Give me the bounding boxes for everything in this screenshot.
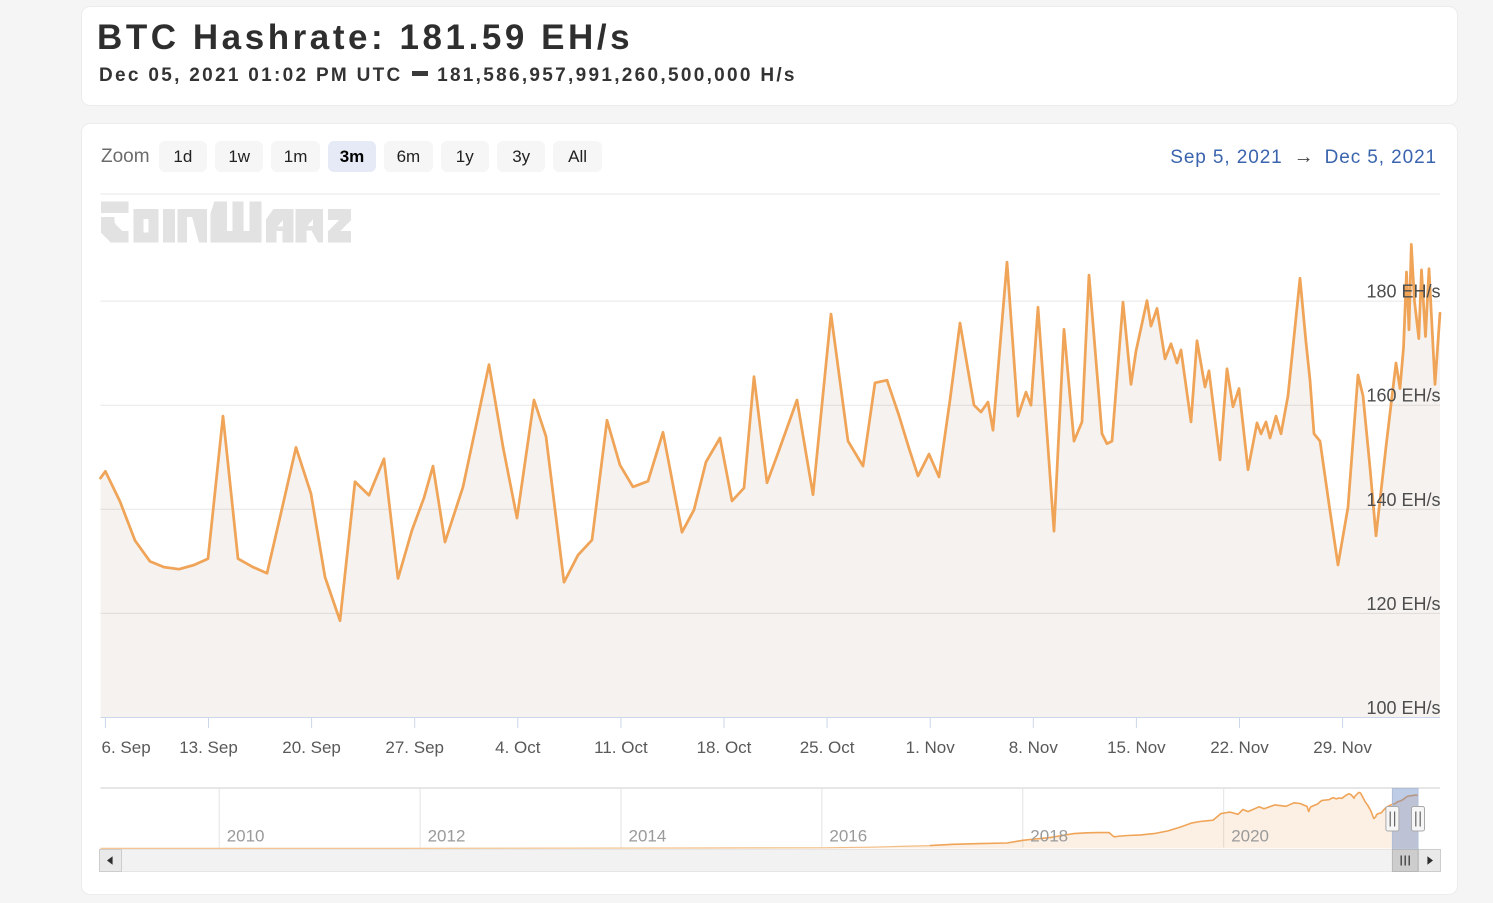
svg-text:29. Nov: 29. Nov: [1313, 738, 1372, 757]
svg-text:20. Sep: 20. Sep: [282, 738, 341, 757]
svg-text:1. Nov: 1. Nov: [906, 738, 956, 757]
svg-text:2020: 2020: [1231, 827, 1269, 846]
svg-text:2016: 2016: [829, 827, 867, 846]
svg-text:6. Sep: 6. Sep: [102, 738, 151, 757]
svg-text:2010: 2010: [227, 827, 265, 846]
svg-text:120 EH/s: 120 EH/s: [1366, 594, 1440, 614]
svg-text:8. Nov: 8. Nov: [1009, 738, 1059, 757]
svg-text:160 EH/s: 160 EH/s: [1366, 386, 1440, 406]
svg-text:15. Nov: 15. Nov: [1107, 738, 1166, 757]
svg-text:2018: 2018: [1030, 827, 1068, 846]
svg-text:13. Sep: 13. Sep: [179, 738, 238, 757]
svg-text:140 EH/s: 140 EH/s: [1366, 490, 1440, 510]
svg-text:2012: 2012: [428, 827, 466, 846]
svg-text:100 EH/s: 100 EH/s: [1366, 698, 1440, 718]
svg-text:27. Sep: 27. Sep: [385, 738, 444, 757]
svg-text:11. Oct: 11. Oct: [594, 738, 648, 757]
svg-text:22. Nov: 22. Nov: [1210, 738, 1269, 757]
svg-text:2014: 2014: [629, 827, 667, 846]
svg-text:25. Oct: 25. Oct: [800, 738, 855, 757]
svg-text:18. Oct: 18. Oct: [697, 738, 752, 757]
svg-text:180 EH/s: 180 EH/s: [1366, 282, 1440, 302]
svg-text:4. Oct: 4. Oct: [495, 738, 541, 757]
